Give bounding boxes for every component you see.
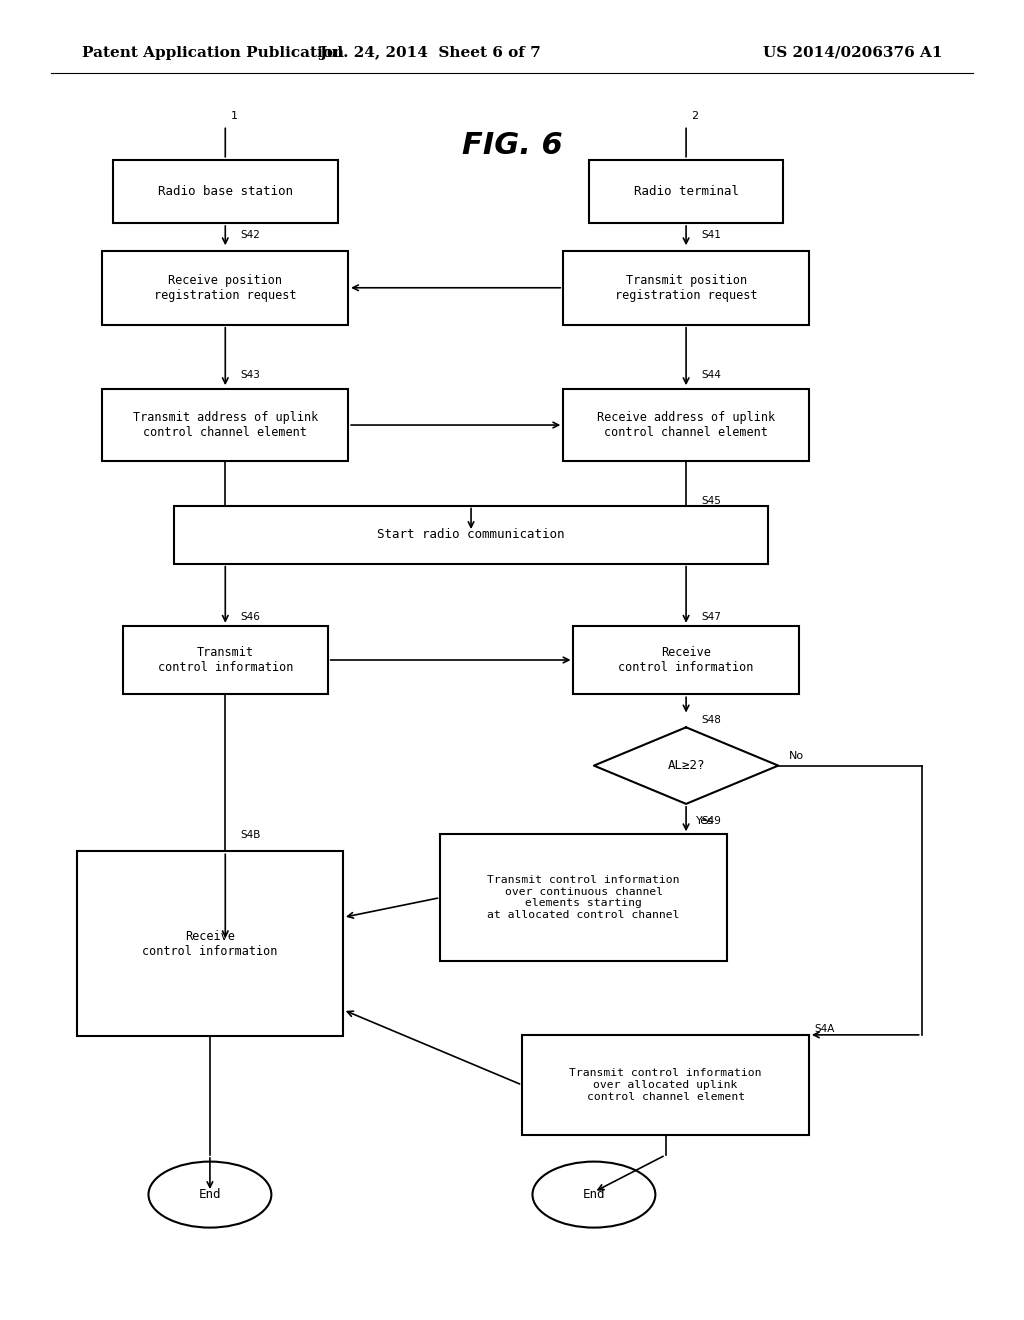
Text: S4A: S4A [814,1024,835,1035]
FancyBboxPatch shape [102,389,348,461]
Text: Radio terminal: Radio terminal [634,185,738,198]
FancyBboxPatch shape [440,834,727,961]
FancyBboxPatch shape [113,160,338,223]
Text: Transmit control information
over continuous channel
elements starting
at alloca: Transmit control information over contin… [487,875,680,920]
Text: 2: 2 [691,111,698,121]
Text: S4B: S4B [241,830,261,841]
Text: Transmit control information
over allocated uplink
control channel element: Transmit control information over alloca… [569,1068,762,1102]
Text: S43: S43 [241,370,260,380]
FancyBboxPatch shape [174,506,768,564]
FancyBboxPatch shape [589,160,783,223]
FancyBboxPatch shape [102,251,348,325]
Text: S49: S49 [701,816,721,826]
FancyBboxPatch shape [563,251,809,325]
FancyBboxPatch shape [77,851,343,1036]
Text: S41: S41 [701,230,721,240]
FancyBboxPatch shape [563,389,809,461]
Text: Transmit
control information: Transmit control information [158,645,293,675]
Text: Radio base station: Radio base station [158,185,293,198]
Text: FIG. 6: FIG. 6 [462,131,562,160]
Text: End: End [199,1188,221,1201]
Polygon shape [594,727,778,804]
Text: S47: S47 [701,612,721,623]
Text: S48: S48 [701,715,721,726]
Text: Jul. 24, 2014  Sheet 6 of 7: Jul. 24, 2014 Sheet 6 of 7 [319,46,541,59]
Text: Yes: Yes [696,816,714,826]
Text: US 2014/0206376 A1: US 2014/0206376 A1 [763,46,942,59]
Ellipse shape [148,1162,271,1228]
FancyBboxPatch shape [522,1035,809,1135]
Text: No: No [788,751,804,762]
Text: Receive address of uplink
control channel element: Receive address of uplink control channe… [597,411,775,440]
Text: Transmit position
registration request: Transmit position registration request [614,273,758,302]
FancyBboxPatch shape [573,626,799,694]
Text: 1: 1 [230,111,238,121]
Text: Receive
control information: Receive control information [618,645,754,675]
Text: S46: S46 [241,612,260,623]
Text: Transmit address of uplink
control channel element: Transmit address of uplink control chann… [133,411,317,440]
FancyBboxPatch shape [123,626,328,694]
Ellipse shape [532,1162,655,1228]
Text: Receive position
registration request: Receive position registration request [154,273,297,302]
Text: Start radio communication: Start radio communication [377,528,565,541]
Text: S45: S45 [701,496,721,507]
Text: Receive
control information: Receive control information [142,929,278,958]
Text: End: End [583,1188,605,1201]
Text: S42: S42 [241,230,260,240]
Text: AL≥2?: AL≥2? [668,759,705,772]
Text: Patent Application Publication: Patent Application Publication [82,46,344,59]
Text: S44: S44 [701,370,721,380]
